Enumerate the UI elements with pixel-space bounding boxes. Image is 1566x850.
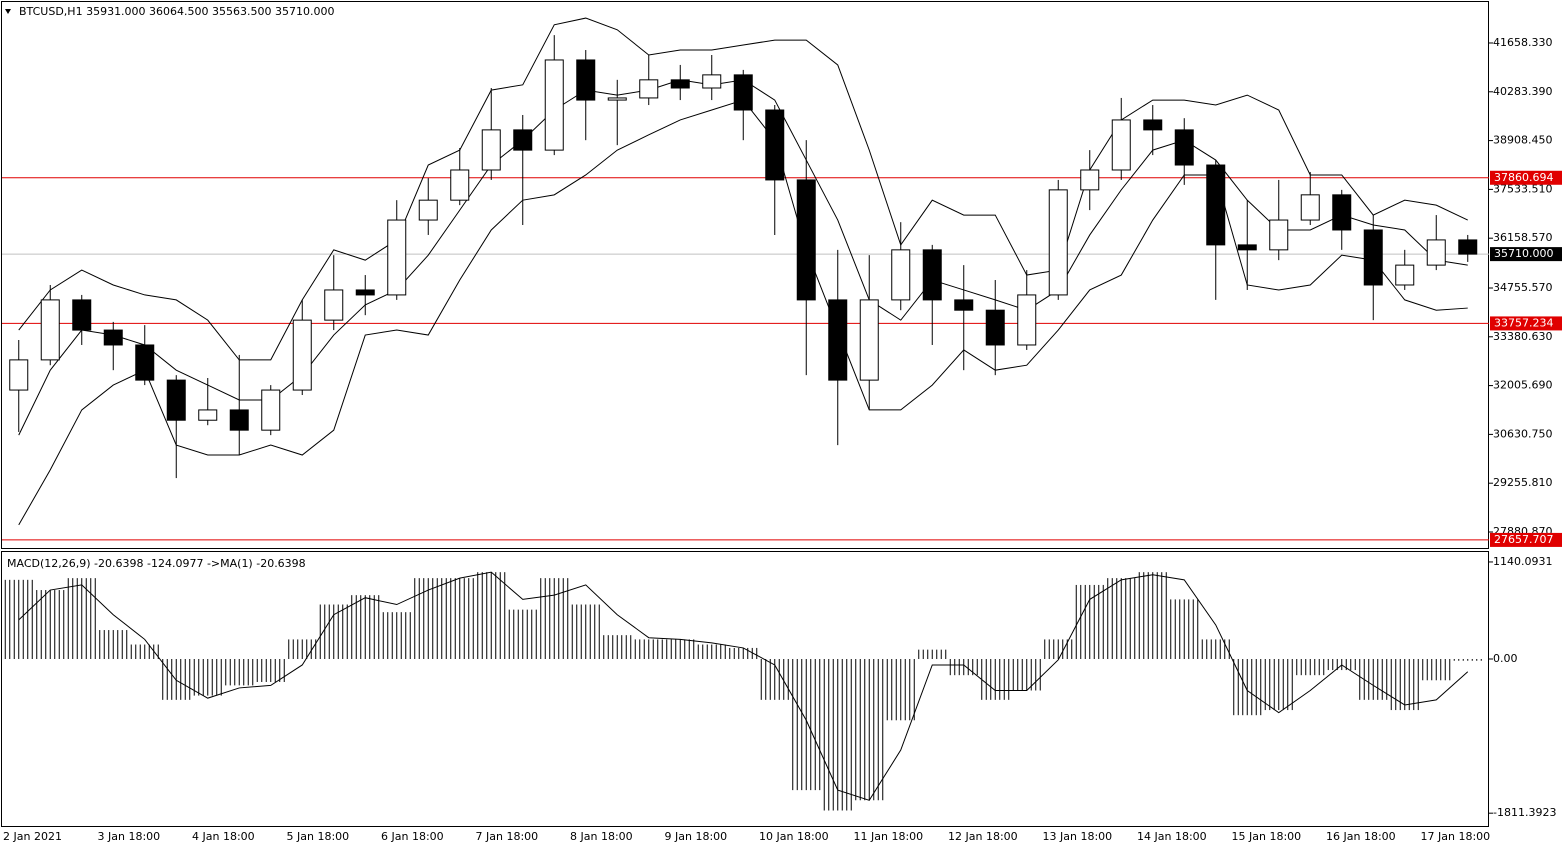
- x-tick-label: 15 Jan 18:00: [1232, 830, 1302, 843]
- candle-body: [1426, 239, 1446, 266]
- candle-body: [1300, 194, 1320, 221]
- price-level-label: 37860.694: [1494, 171, 1554, 184]
- band-line: [18, 17, 1468, 361]
- price-level-label: 27657.707: [1494, 533, 1554, 546]
- candle-body: [702, 74, 722, 89]
- x-tick-label: 16 Jan 18:00: [1326, 830, 1396, 843]
- candle-body: [135, 344, 155, 381]
- candle-body: [513, 129, 533, 151]
- candle-body: [670, 79, 690, 89]
- y-tick-label: 36158.570: [1493, 231, 1553, 244]
- candle-body: [1269, 219, 1289, 251]
- candle-body: [1363, 229, 1383, 286]
- candle-body: [418, 199, 438, 221]
- candle-body: [261, 389, 281, 431]
- candle-body: [103, 329, 123, 346]
- x-tick-label: 3 Jan 18:00: [98, 830, 161, 843]
- candle-body: [796, 179, 816, 301]
- x-tick-label: 10 Jan 18:00: [759, 830, 829, 843]
- x-tick-label: 7 Jan 18:00: [476, 830, 539, 843]
- y-tick-label: 29255.810: [1493, 476, 1553, 489]
- chart-title: BTCUSD,H1 35931.000 36064.500 35563.500 …: [19, 5, 335, 18]
- candle-body: [1111, 119, 1131, 171]
- y-tick-label: 34755.570: [1493, 281, 1553, 294]
- candle-body: [72, 299, 92, 331]
- candle-body: [1080, 169, 1100, 191]
- x-tick-label: 13 Jan 18:00: [1043, 830, 1113, 843]
- y-tick-label: 37533.510: [1493, 182, 1553, 195]
- candle-body: [9, 359, 29, 391]
- x-tick-label: 17 Jan 18:00: [1421, 830, 1491, 843]
- x-tick-label: 5 Jan 18:00: [287, 830, 350, 843]
- candle-body: [292, 319, 312, 391]
- candle-body: [1048, 189, 1068, 296]
- candle-body: [891, 249, 911, 301]
- x-tick-label: 6 Jan 18:00: [381, 830, 444, 843]
- menu-triangle: [5, 9, 11, 14]
- candle-body: [765, 109, 785, 181]
- candle-body: [198, 409, 218, 421]
- y-tick-label: 33380.630: [1493, 330, 1553, 343]
- candle-body: [1237, 244, 1257, 251]
- y-tick-label: 41658.330: [1493, 36, 1553, 49]
- candle-body: [733, 74, 753, 111]
- candle-body: [1458, 239, 1478, 255]
- candle-body: [1143, 119, 1163, 131]
- signal-line: [18, 571, 1469, 801]
- x-tick-label: 12 Jan 18:00: [948, 830, 1018, 843]
- candle-body: [355, 289, 375, 296]
- x-tick-label: 14 Jan 18:00: [1137, 830, 1207, 843]
- x-tick-label: 9 Jan 18:00: [665, 830, 728, 843]
- y-tick-label: 32005.690: [1493, 379, 1553, 392]
- price-level-label: 35710.000: [1494, 247, 1554, 260]
- candle-body: [922, 249, 942, 301]
- price-level-box: [1490, 247, 1562, 262]
- candle-body: [1174, 129, 1194, 166]
- y-tick-label: 30630.750: [1493, 427, 1553, 440]
- y-tick-label: 0.00: [1493, 652, 1518, 665]
- candle-body: [1206, 164, 1226, 246]
- y-tick-label: 1140.0931: [1493, 555, 1553, 568]
- candle-body: [324, 289, 344, 321]
- candle-body: [954, 299, 974, 311]
- candle-body: [166, 379, 186, 421]
- x-tick-label: 2 Jan 2021: [3, 830, 62, 843]
- candle-body: [1017, 294, 1037, 346]
- candle-body: [40, 299, 60, 361]
- price-level-box: [1490, 316, 1562, 331]
- candle-body: [450, 169, 470, 201]
- price-level-box: [1490, 170, 1562, 185]
- y-tick-label: -1811.3923: [1493, 806, 1556, 819]
- main-panel-frame: [1, 1, 1489, 549]
- macd-title: MACD(12,26,9) -20.6398 -124.0977 ->MA(1)…: [7, 557, 306, 570]
- y-tick-label: 40283.390: [1493, 85, 1553, 98]
- candle-body: [639, 79, 659, 99]
- candle-body: [985, 309, 1005, 346]
- x-tick-label: 8 Jan 18:00: [570, 830, 633, 843]
- candle-body: [576, 59, 596, 101]
- candle-body: [481, 129, 501, 171]
- candle-body: [387, 219, 407, 296]
- y-tick-label: 38908.450: [1493, 134, 1553, 147]
- candle-body: [229, 409, 249, 431]
- candle-body: [1395, 264, 1415, 286]
- price-level-label: 33757.234: [1494, 316, 1554, 329]
- candle-body: [544, 59, 564, 151]
- price-level-box: [1490, 532, 1562, 547]
- macd-panel-frame: [1, 551, 1489, 827]
- candle-body: [1332, 194, 1352, 231]
- x-tick-label: 4 Jan 18:00: [192, 830, 255, 843]
- candle-body: [828, 299, 848, 381]
- x-tick-label: 11 Jan 18:00: [854, 830, 924, 843]
- candle-body: [607, 97, 627, 101]
- candle-body: [859, 299, 879, 381]
